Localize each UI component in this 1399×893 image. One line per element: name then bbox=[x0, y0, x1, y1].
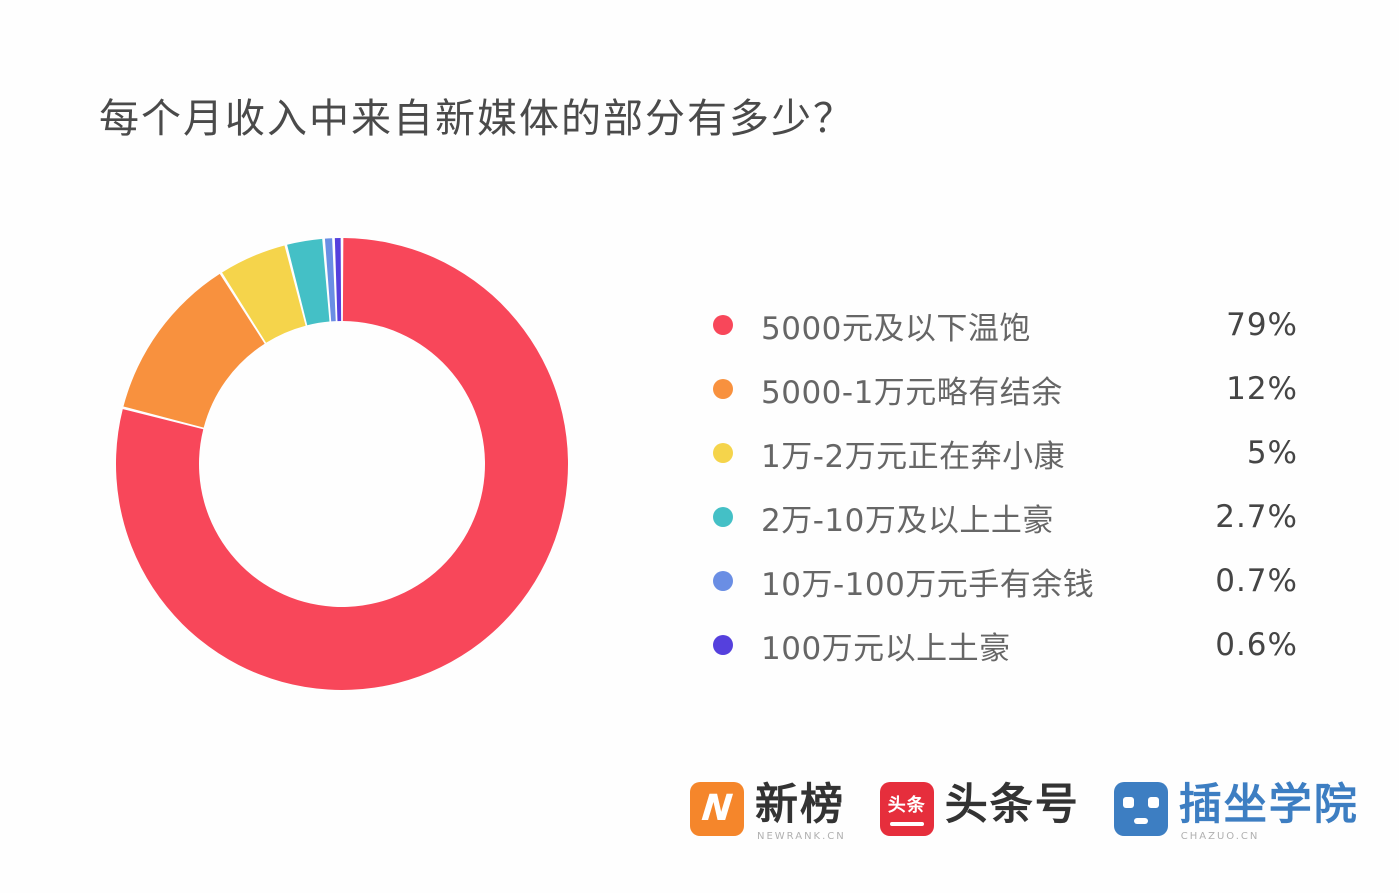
donut-slice bbox=[123, 273, 265, 428]
legend-color-dot bbox=[713, 315, 733, 335]
toutiao-icon-bar bbox=[889, 821, 924, 826]
newrank-lightning-icon: N bbox=[690, 782, 744, 836]
legend-item: 5000元及以下温饱 79% bbox=[713, 293, 1298, 357]
legend-color-dot bbox=[713, 635, 733, 655]
newrank-logo: N 新榜 NEWRANK.CN bbox=[690, 780, 846, 843]
legend-value: 12% bbox=[1226, 371, 1298, 407]
legend-value: 2.7% bbox=[1215, 499, 1298, 535]
robot-eye-right bbox=[1147, 797, 1159, 808]
legend-value: 0.7% bbox=[1215, 563, 1298, 599]
toutiao-icon-text: 头条 bbox=[887, 794, 926, 816]
chart-legend: 5000元及以下温饱 79% 5000-1万元略有结余 12% 1万-2万元正在… bbox=[713, 293, 1298, 677]
chazuo-brand-text: 插坐学院 bbox=[1178, 780, 1359, 830]
legend-value: 5% bbox=[1246, 435, 1298, 471]
legend-item: 1万-2万元正在奔小康 5% bbox=[713, 421, 1298, 485]
legend-item: 2万-10万及以上土豪 2.7% bbox=[713, 485, 1298, 549]
legend-label: 10万-100万元手有余钱 bbox=[761, 566, 1095, 603]
footer-logos: N 新榜 NEWRANK.CN 头条 头条号 bbox=[690, 780, 1359, 843]
robot-eyes bbox=[1114, 797, 1168, 808]
chazuo-logo: 插坐学院 CHAZUO.CN bbox=[1113, 780, 1359, 843]
donut-slice bbox=[116, 238, 569, 690]
newrank-url-text: NEWRANK.CN bbox=[757, 831, 846, 843]
toutiao-logo: 头条 头条号 bbox=[879, 780, 1080, 836]
robot-eye-left bbox=[1122, 797, 1134, 808]
legend-item: 10万-100万元手有余钱 0.7% bbox=[713, 549, 1298, 613]
robot-mouth bbox=[1133, 818, 1148, 824]
newrank-n-glyph: N bbox=[699, 788, 735, 829]
toutiao-brand-text: 头条号 bbox=[944, 780, 1080, 830]
newrank-brand-text: 新榜 bbox=[755, 780, 845, 830]
legend-item: 100万元以上土豪 0.6% bbox=[713, 613, 1298, 677]
donut-slice bbox=[324, 238, 336, 322]
legend-value: 0.6% bbox=[1215, 627, 1298, 663]
legend-label: 100万元以上土豪 bbox=[761, 630, 1011, 667]
legend-label: 5000元及以下温饱 bbox=[761, 310, 1031, 347]
legend-value: 79% bbox=[1226, 307, 1298, 343]
legend-color-dot bbox=[713, 571, 733, 591]
donut-slice bbox=[222, 245, 306, 343]
chazuo-url-text: CHAZUO.CN bbox=[1180, 831, 1260, 843]
legend-label: 2万-10万及以上土豪 bbox=[761, 502, 1054, 539]
legend-color-dot bbox=[713, 379, 733, 399]
donut-slice bbox=[287, 238, 330, 326]
legend-item: 5000-1万元略有结余 12% bbox=[713, 357, 1298, 421]
chazuo-robot-face-icon bbox=[1113, 782, 1168, 836]
legend-label: 1万-2万元正在奔小康 bbox=[761, 438, 1066, 475]
page-title: 每个月收入中来自新媒体的部分有多少？ bbox=[99, 96, 855, 142]
toutiao-icon: 头条 bbox=[879, 782, 934, 836]
legend-color-dot bbox=[713, 443, 733, 463]
legend-color-dot bbox=[713, 507, 733, 527]
donut-chart bbox=[116, 238, 569, 690]
donut-slice bbox=[334, 238, 342, 322]
legend-label: 5000-1万元略有结余 bbox=[761, 374, 1063, 411]
